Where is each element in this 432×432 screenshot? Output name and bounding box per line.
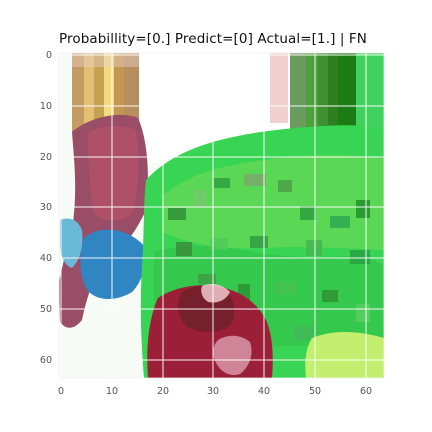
pink-lower-highlight xyxy=(213,335,252,376)
green-pillar-4 xyxy=(328,53,338,157)
stripe-yellow xyxy=(104,53,114,133)
y-tick-label-50: 50 xyxy=(40,304,52,315)
blur-overlay xyxy=(59,53,384,378)
x-tick-label-30: 30 xyxy=(207,386,219,397)
x-tick-label-40: 40 xyxy=(258,386,270,397)
x-tick-label-10: 10 xyxy=(106,386,118,397)
x-axis: 0 10 20 30 40 50 60 xyxy=(58,386,372,397)
y-tick-label-60: 60 xyxy=(40,355,52,366)
y-tick-label-10: 10 xyxy=(40,101,52,112)
stripe-tan-right xyxy=(124,53,139,133)
red-figure-highlight xyxy=(88,125,139,221)
y-tick-label-0: 0 xyxy=(46,50,52,61)
pink-highlight xyxy=(201,284,230,303)
x-tick-label-60: 60 xyxy=(360,386,372,397)
light-green-bottom xyxy=(305,332,384,378)
figure-title: Probabillity=[0.] Predict=[0] Actual=[1.… xyxy=(59,31,367,47)
stripe-yellow-left xyxy=(84,53,94,133)
stripe-tan xyxy=(72,53,84,133)
y-tick-label-40: 40 xyxy=(40,253,52,264)
y-tick-label-20: 20 xyxy=(40,152,52,163)
y-axis: 0 10 20 30 40 50 60 xyxy=(40,50,52,366)
stripe-gold xyxy=(94,53,104,133)
x-tick-label-50: 50 xyxy=(309,386,321,397)
green-pillar-1 xyxy=(290,53,306,148)
y-tick-label-30: 30 xyxy=(40,202,52,213)
upper-highlight xyxy=(72,53,139,67)
grid-lines xyxy=(59,53,384,378)
plot-frame xyxy=(58,52,385,379)
pixel-image xyxy=(59,53,384,378)
blue-figure xyxy=(80,229,146,299)
light-blue-patch xyxy=(60,218,83,268)
x-tick-label-20: 20 xyxy=(157,386,169,397)
x-tick-label-0: 0 xyxy=(58,386,64,397)
stripe-brown xyxy=(114,53,124,133)
green-pillar-3 xyxy=(318,53,328,157)
